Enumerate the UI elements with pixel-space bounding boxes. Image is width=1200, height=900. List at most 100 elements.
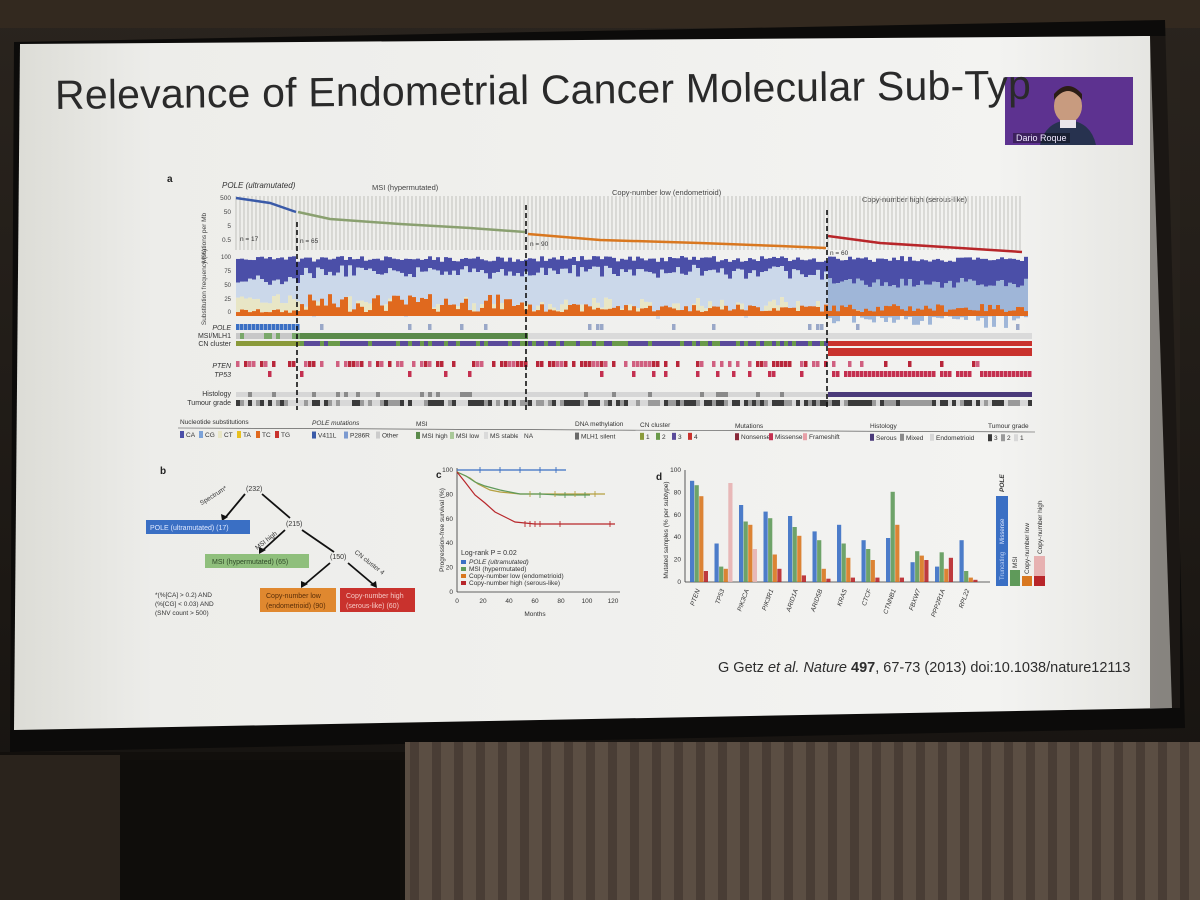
cn-track-cell bbox=[552, 341, 556, 346]
msi-track-cell bbox=[576, 333, 580, 339]
substitution-bar-ca bbox=[312, 261, 316, 279]
pten-track-cell bbox=[472, 361, 476, 367]
curtain-fold bbox=[806, 742, 815, 900]
cn-track-cell bbox=[688, 341, 692, 346]
pten-track-cell bbox=[248, 361, 252, 367]
substitution-bar-ct bbox=[1008, 282, 1012, 316]
histology-track-cell bbox=[844, 392, 848, 397]
tp53-track-cell bbox=[832, 371, 836, 377]
substitution-bar-ct bbox=[744, 278, 748, 318]
cn-track-cell bbox=[748, 341, 752, 346]
legend-swatch-methylation bbox=[575, 432, 579, 440]
substitution-bar-ca bbox=[596, 256, 600, 267]
substitution-bar-tc bbox=[836, 311, 840, 316]
box-cnlow-text-1: Copy-number low bbox=[266, 593, 322, 600]
substitution-bar-ca bbox=[668, 257, 672, 273]
histology-track-cell bbox=[360, 392, 364, 397]
substitution-bar-ct bbox=[892, 285, 896, 323]
legend-swatch-nucleotide bbox=[180, 431, 184, 438]
cn-track-cell bbox=[1016, 341, 1020, 346]
substitution-bar-ct bbox=[436, 270, 440, 305]
curtain-fold bbox=[608, 742, 617, 900]
cn-track-cell bbox=[684, 341, 688, 346]
substitution-bar-tc bbox=[664, 305, 668, 316]
grade-track-cell bbox=[396, 400, 400, 406]
msi-track-cell bbox=[920, 333, 924, 339]
cn-track-cell bbox=[668, 341, 672, 346]
grade-track-cell bbox=[576, 400, 580, 406]
cn-track-cell bbox=[392, 341, 396, 346]
substitution-bar-tc bbox=[868, 310, 872, 316]
grade-track-cell bbox=[304, 400, 308, 406]
substitution-bar-ta bbox=[524, 302, 528, 310]
substitution-bar-ta bbox=[240, 296, 244, 310]
cn-track-cell bbox=[360, 341, 364, 346]
substitution-bar-tc bbox=[284, 310, 288, 316]
substitution-bar-ca bbox=[1020, 260, 1024, 286]
grade-track-cell bbox=[848, 400, 852, 406]
cn-track-cell bbox=[500, 341, 504, 346]
cn-track-cell bbox=[940, 341, 944, 346]
histology-track-cell bbox=[640, 392, 644, 397]
substitution-bar-ct bbox=[428, 268, 432, 304]
legend-title-cn: CN cluster bbox=[640, 422, 671, 429]
panel-c-label: c bbox=[436, 470, 442, 481]
msi-track-cell bbox=[540, 333, 544, 339]
substitution-bar-ca bbox=[832, 256, 836, 284]
msi-track-cell bbox=[828, 333, 832, 339]
substitution-bar-ct bbox=[412, 277, 416, 315]
tp53-track-cell bbox=[1016, 371, 1020, 377]
substitution-bar-tc bbox=[620, 309, 624, 316]
msi-track-cell bbox=[468, 333, 472, 339]
pten-track-cell bbox=[512, 361, 516, 367]
msi-track-cell bbox=[240, 333, 244, 339]
curtain-fold bbox=[938, 742, 947, 900]
mutated-samples-bar bbox=[959, 540, 964, 582]
substitution-bar-ct bbox=[1012, 284, 1016, 321]
grade-track-cell bbox=[492, 400, 496, 406]
grade-track-cell bbox=[784, 400, 788, 406]
substitution-bar-ct bbox=[624, 272, 628, 308]
tp53-track-cell bbox=[944, 371, 948, 377]
substitution-bar-tc bbox=[728, 310, 732, 316]
mutated-samples-bar bbox=[886, 538, 891, 582]
mutated-samples-bar bbox=[743, 521, 748, 582]
cn-track-cell bbox=[604, 341, 608, 346]
msi-track-cell bbox=[336, 333, 340, 339]
substitution-bar-ct bbox=[376, 274, 380, 309]
grade-track-cell bbox=[836, 400, 840, 406]
substitution-bar-ta bbox=[720, 299, 724, 310]
substitution-bar-ct bbox=[944, 283, 948, 315]
substitution-bar-tc bbox=[700, 311, 704, 316]
grade-track-cell bbox=[420, 400, 424, 406]
substitution-bar-ta bbox=[772, 299, 776, 309]
km-curve-cnhigh bbox=[456, 471, 615, 525]
grade-track-cell bbox=[860, 400, 864, 406]
pten-track-cell bbox=[312, 361, 316, 367]
msi-track-cell bbox=[700, 333, 704, 339]
grade-track-cell bbox=[908, 400, 912, 406]
msi-track-cell bbox=[248, 333, 252, 339]
substitution-bar-ca bbox=[760, 256, 764, 273]
substitution-bar-tc bbox=[372, 298, 376, 316]
tp53-track-cell bbox=[748, 371, 752, 377]
panel-d-ytick: 100 bbox=[670, 467, 681, 474]
msi-track-cell bbox=[768, 333, 772, 339]
grade-track-cell bbox=[756, 400, 760, 406]
grade-track-cell bbox=[720, 400, 724, 406]
histology-track-cell bbox=[540, 392, 544, 397]
cn-track-cell bbox=[760, 341, 764, 346]
grade-track-cell bbox=[780, 400, 784, 406]
msi-track-cell bbox=[832, 333, 836, 339]
panel-c-ytick: 100 bbox=[442, 467, 453, 474]
msi-track-cell bbox=[664, 333, 668, 339]
substitution-bar-ct bbox=[972, 280, 976, 312]
substitution-bar-ct bbox=[456, 275, 460, 307]
cn-track-cell bbox=[372, 341, 376, 346]
pten-track-cell bbox=[772, 361, 776, 367]
histology-track-cell bbox=[572, 392, 576, 397]
pten-track-cell bbox=[908, 361, 912, 367]
tp53-track-cell bbox=[968, 371, 972, 377]
substitution-bar-tc bbox=[296, 311, 300, 316]
pten-track-cell bbox=[584, 361, 588, 367]
